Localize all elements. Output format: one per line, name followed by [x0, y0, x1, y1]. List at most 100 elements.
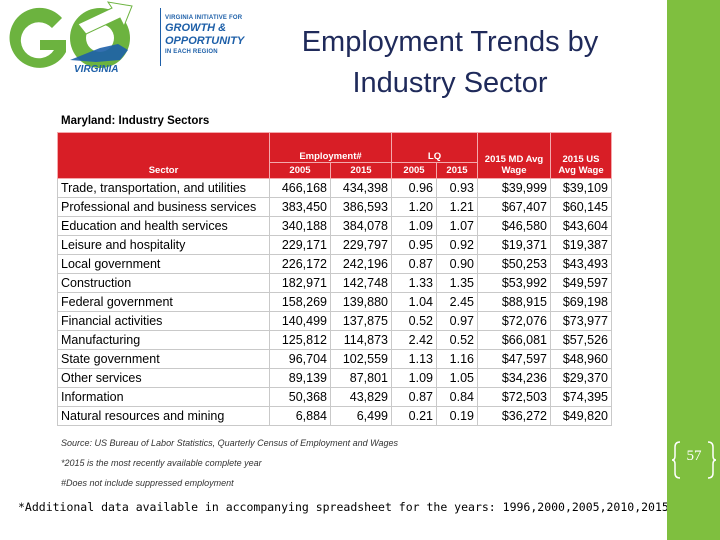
logo-region: IN EACH REGION	[165, 49, 218, 55]
value-cell: 229,797	[330, 235, 392, 255]
table-row: State government 96,704 102,559 1.13 1.16 $47…	[57, 349, 612, 369]
note-year: *2015 is the most recently available com…	[61, 458, 262, 468]
value-cell: 466,168	[269, 178, 331, 198]
note-suppressed: #Does not include suppressed employment	[61, 478, 234, 488]
value-cell: $72,076	[477, 311, 551, 331]
value-cell: 0.96	[391, 178, 437, 198]
value-cell: 1.16	[436, 349, 478, 369]
value-cell: 434,398	[330, 178, 392, 198]
value-cell: $66,081	[477, 330, 551, 350]
value-cell: 50,368	[269, 387, 331, 407]
header-lq-2015: 2015	[436, 162, 478, 179]
sector-cell: Construction	[57, 273, 270, 293]
value-cell: $73,977	[550, 311, 612, 331]
sector-cell: Other services	[57, 368, 270, 388]
sector-cell: Information	[57, 387, 270, 407]
table-row: Natural resources and mining 6,884 6,499 0.…	[57, 406, 612, 426]
logo-opportunity: OPPORTUNITY	[165, 35, 245, 47]
value-cell: $57,526	[550, 330, 612, 350]
value-cell: 0.97	[436, 311, 478, 331]
value-cell: 0.52	[391, 311, 437, 331]
page-number-bracket	[672, 441, 716, 479]
sector-cell: Education and health services	[57, 216, 270, 236]
sector-cell: Financial activities	[57, 311, 270, 331]
value-cell: 2.42	[391, 330, 437, 350]
value-cell: 0.90	[436, 254, 478, 274]
value-cell: 0.87	[391, 387, 437, 407]
value-cell: 114,873	[330, 330, 392, 350]
logo-growth: GROWTH &	[165, 22, 227, 34]
table-notes: Source: US Bureau of Labor Statistics, Q…	[61, 433, 398, 493]
value-cell: 229,171	[269, 235, 331, 255]
value-cell: 96,704	[269, 349, 331, 369]
value-cell: 226,172	[269, 254, 331, 274]
value-cell: $29,370	[550, 368, 612, 388]
header-sector: Sector	[57, 132, 270, 179]
table-body: Trade, transportation, and utilities 466,…	[57, 178, 612, 426]
value-cell: $53,992	[477, 273, 551, 293]
table-row: Other services 89,139 87,801 1.09 1.05 $34,23…	[57, 368, 612, 388]
industry-sector-table: Sector Employment# LQ 2015 MD Avg Wage 2…	[57, 132, 612, 426]
value-cell: 125,812	[269, 330, 331, 350]
value-cell: 137,875	[330, 311, 392, 331]
value-cell: $74,395	[550, 387, 612, 407]
table-row: Manufacturing 125,812 114,873 2.42 0.52 $66,0…	[57, 330, 612, 350]
table-row: Trade, transportation, and utilities 466,…	[57, 178, 612, 198]
value-cell: $34,236	[477, 368, 551, 388]
sector-cell: Federal government	[57, 292, 270, 312]
sector-cell: Trade, transportation, and utilities	[57, 178, 270, 198]
value-cell: 43,829	[330, 387, 392, 407]
page-number: 57	[686, 448, 702, 464]
value-cell: 1.09	[391, 368, 437, 388]
slide-title-line1: Employment Trends by	[301, 26, 599, 58]
sector-cell: Local government	[57, 254, 270, 274]
value-cell: 6,884	[269, 406, 331, 426]
sector-cell: Leisure and hospitality	[57, 235, 270, 255]
value-cell: $36,272	[477, 406, 551, 426]
value-cell: 0.84	[436, 387, 478, 407]
value-cell: 182,971	[269, 273, 331, 293]
table-row: Local government 226,172 242,196 0.87 0.90 $5…	[57, 254, 612, 274]
logo-state-label: VIRGINIA	[74, 64, 119, 75]
table-row: Construction 182,971 142,748 1.33 1.35 $53,99…	[57, 273, 612, 293]
logo-divider	[160, 8, 161, 66]
value-cell: 158,269	[269, 292, 331, 312]
value-cell: 1.20	[391, 197, 437, 217]
header-lq: LQ	[391, 132, 478, 163]
value-cell: 1.35	[436, 273, 478, 293]
value-cell: 139,880	[330, 292, 392, 312]
slide-title: Employment Trends by Industry Sector	[280, 22, 620, 104]
table-row: Financial activities 140,499 137,875 0.52 0.…	[57, 311, 612, 331]
additional-data-note: *Additional data available in accompanyi…	[18, 500, 669, 514]
value-cell: $46,580	[477, 216, 551, 236]
value-cell: 1.13	[391, 349, 437, 369]
header-us-wage: 2015 US Avg Wage	[550, 132, 612, 179]
value-cell: 242,196	[330, 254, 392, 274]
value-cell: 0.21	[391, 406, 437, 426]
table-row: Federal government 158,269 139,880 1.04 2.45…	[57, 292, 612, 312]
value-cell: $19,387	[550, 235, 612, 255]
value-cell: $49,820	[550, 406, 612, 426]
value-cell: 1.07	[436, 216, 478, 236]
value-cell: $48,960	[550, 349, 612, 369]
value-cell: 6,499	[330, 406, 392, 426]
value-cell: $50,253	[477, 254, 551, 274]
slide-title-line2: Industry Sector	[352, 67, 548, 99]
value-cell: $19,371	[477, 235, 551, 255]
value-cell: 140,499	[269, 311, 331, 331]
value-cell: 89,139	[269, 368, 331, 388]
value-cell: $67,407	[477, 197, 551, 217]
value-cell: 1.33	[391, 273, 437, 293]
value-cell: $47,597	[477, 349, 551, 369]
value-cell: $43,493	[550, 254, 612, 274]
value-cell: 1.09	[391, 216, 437, 236]
value-cell: 1.21	[436, 197, 478, 217]
value-cell: $39,999	[477, 178, 551, 198]
value-cell: 87,801	[330, 368, 392, 388]
go-logo-mark	[9, 1, 133, 68]
value-cell: $39,109	[550, 178, 612, 198]
sector-cell: Natural resources and mining	[57, 406, 270, 426]
value-cell: 340,188	[269, 216, 331, 236]
value-cell: 0.19	[436, 406, 478, 426]
value-cell: 1.04	[391, 292, 437, 312]
